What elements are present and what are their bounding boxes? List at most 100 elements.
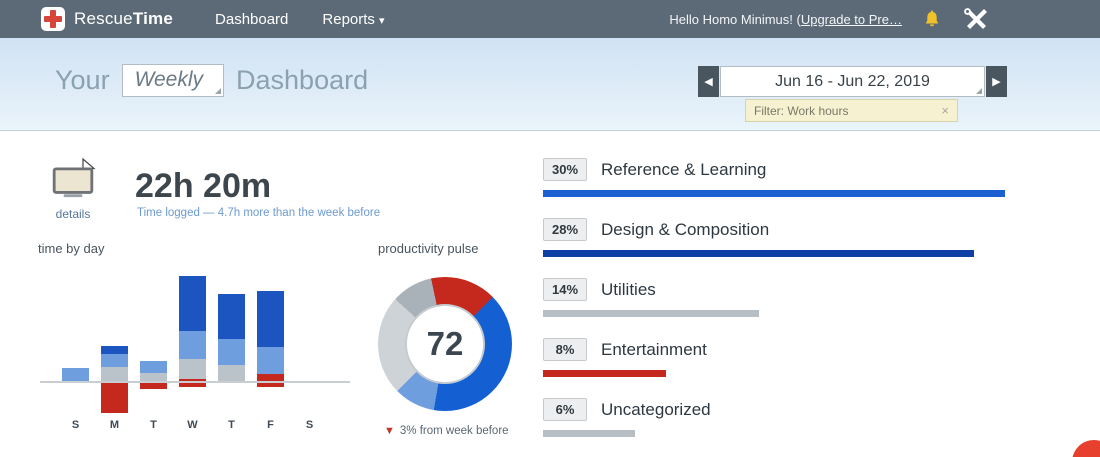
brand-text: RescueTime [74, 9, 174, 28]
bar-segment-productive-light-blue [179, 331, 206, 359]
pulse-change-text: 3% from week before [399, 425, 509, 437]
filter-label: Filter: Work hours [754, 103, 849, 118]
day-label: S [71, 419, 80, 431]
bar-column-below [218, 383, 245, 415]
top-navbar: RescueTime Dashboard Reports ▾ Hello Homo… [0, 0, 1100, 38]
help-chat-bubble[interactable] [1072, 440, 1100, 457]
bar-column-below [101, 383, 128, 415]
bar-column [179, 259, 206, 381]
bar-segment-distracting-red-below-line [179, 383, 206, 387]
total-time-caption: Time logged — 4.7h more than the week be… [137, 207, 381, 219]
next-week-button[interactable]: ▶ [986, 66, 1007, 97]
rescuetime-logo[interactable]: RescueTime [40, 6, 173, 32]
bars-above-baseline [62, 259, 323, 381]
total-time-logged: 22h 20m [135, 167, 272, 205]
title-prefix: Your [55, 65, 110, 95]
details-widget: details [50, 167, 96, 221]
category-label[interactable]: Design & Composition [601, 219, 770, 239]
title-suffix: Dashboard [236, 65, 369, 95]
filter-tag: Filter: Work hours × [745, 99, 958, 122]
bar-segment-very-productive-dark-blue [101, 346, 128, 354]
category-row: 30% Reference & Learning [543, 158, 1005, 218]
category-list: 30% Reference & Learning 28% Design & Compo… [543, 158, 1005, 457]
filter-close-icon[interactable]: × [941, 103, 949, 118]
date-navigation: ◀ Jun 16 - Jun 22, 2019 ▶ [698, 66, 1007, 97]
category-percent-badge: 6% [543, 398, 587, 421]
bar-segment-neutral-gray [140, 373, 167, 381]
notifications-bell-icon[interactable] [922, 9, 942, 29]
bar-segment-productive-light-blue [62, 368, 89, 381]
category-percent-badge: 14% [543, 278, 587, 301]
bar-column [218, 259, 245, 381]
day-label: M [109, 419, 120, 431]
category-bar [543, 310, 759, 317]
prev-week-button[interactable]: ◀ [698, 66, 719, 97]
bar-segment-distracting-red-below-line [257, 383, 284, 387]
time-by-day-label: time by day [38, 241, 105, 256]
bar-segment-very-productive-dark-blue [218, 294, 245, 339]
details-link[interactable]: details [55, 207, 91, 221]
chevron-down-icon: ▾ [378, 14, 385, 27]
nav-item-reports[interactable]: Reports ▾ [322, 10, 385, 28]
category-bar [543, 430, 636, 437]
bar-segment-distracting-red [179, 379, 206, 381]
bar-column-below [257, 383, 284, 415]
productivity-pulse-label: productivity pulse [378, 241, 479, 256]
period-selector[interactable]: Weekly [121, 64, 225, 97]
bar-column [257, 259, 284, 381]
day-label: T [150, 419, 157, 431]
nav-item-dashboard[interactable]: Dashboard [215, 10, 289, 28]
bar-segment-neutral-gray [218, 365, 245, 381]
category-bar [543, 370, 667, 377]
category-label[interactable]: Entertainment [601, 339, 707, 359]
bar-column-below [62, 383, 89, 415]
category-percent-badge: 28% [543, 218, 587, 241]
nav-links: Dashboard Reports ▾ [215, 11, 384, 28]
pulse-change: ▼ 3% from week before [384, 425, 509, 437]
bar-segment-productive-light-blue [101, 354, 128, 367]
bar-segment-distracting-red-below-line [101, 383, 128, 413]
nav-right: Hello Homo Minimus! (Upgrade to Pre… [669, 7, 988, 31]
bar-segment-very-productive-dark-blue [257, 291, 284, 347]
category-label[interactable]: Utilities [601, 279, 656, 299]
user-greeting: Hello Homo Minimus! (Upgrade to Pre… [669, 11, 902, 27]
day-label: S [305, 419, 314, 431]
date-range-selector[interactable]: Jun 16 - Jun 22, 2019 [720, 66, 985, 97]
bar-segment-productive-light-blue [257, 347, 284, 374]
main-content: details 22h 20m Time logged — 4.7h more … [0, 131, 1100, 457]
category-label[interactable]: Uncategorized [601, 399, 711, 419]
bar-column-below [296, 383, 323, 415]
dashboard-header: Your Weekly Dashboard ◀ Jun 16 - Jun 22,… [0, 38, 1100, 131]
category-percent-badge: 8% [543, 338, 587, 361]
category-row: 14% Utilities [543, 278, 1005, 338]
category-bar [543, 250, 975, 257]
bar-column [101, 259, 128, 381]
bar-column [296, 259, 323, 381]
category-label[interactable]: Reference & Learning [601, 159, 767, 179]
bar-segment-neutral-gray [179, 359, 206, 379]
bar-column [62, 259, 89, 381]
bar-segment-distracting-red-below-line [140, 383, 167, 389]
down-arrow-icon: ▼ [384, 425, 395, 437]
category-bar [543, 190, 1005, 197]
bar-segment-productive-light-blue [218, 339, 245, 365]
day-label: T [228, 419, 235, 431]
settings-tools-icon[interactable] [962, 7, 988, 31]
pulse-score: 72 [405, 304, 485, 384]
category-row: 28% Design & Composition [543, 218, 1005, 278]
bar-column-below [179, 383, 206, 415]
bar-column-below [140, 383, 167, 415]
category-row: 8% Entertainment [543, 338, 1005, 398]
bar-segment-neutral-gray [101, 367, 128, 381]
category-percent-badge: 30% [543, 158, 587, 181]
bar-segment-distracting-red [257, 374, 284, 381]
bar-segment-productive-light-blue [140, 361, 167, 373]
rescuetime-logo-icon [41, 7, 65, 31]
chart-baseline [40, 381, 350, 383]
bar-column [140, 259, 167, 381]
day-label: W [187, 419, 198, 431]
upgrade-link[interactable]: Upgrade to Pre… [800, 11, 902, 27]
category-row: 6% Uncategorized [543, 398, 1005, 457]
